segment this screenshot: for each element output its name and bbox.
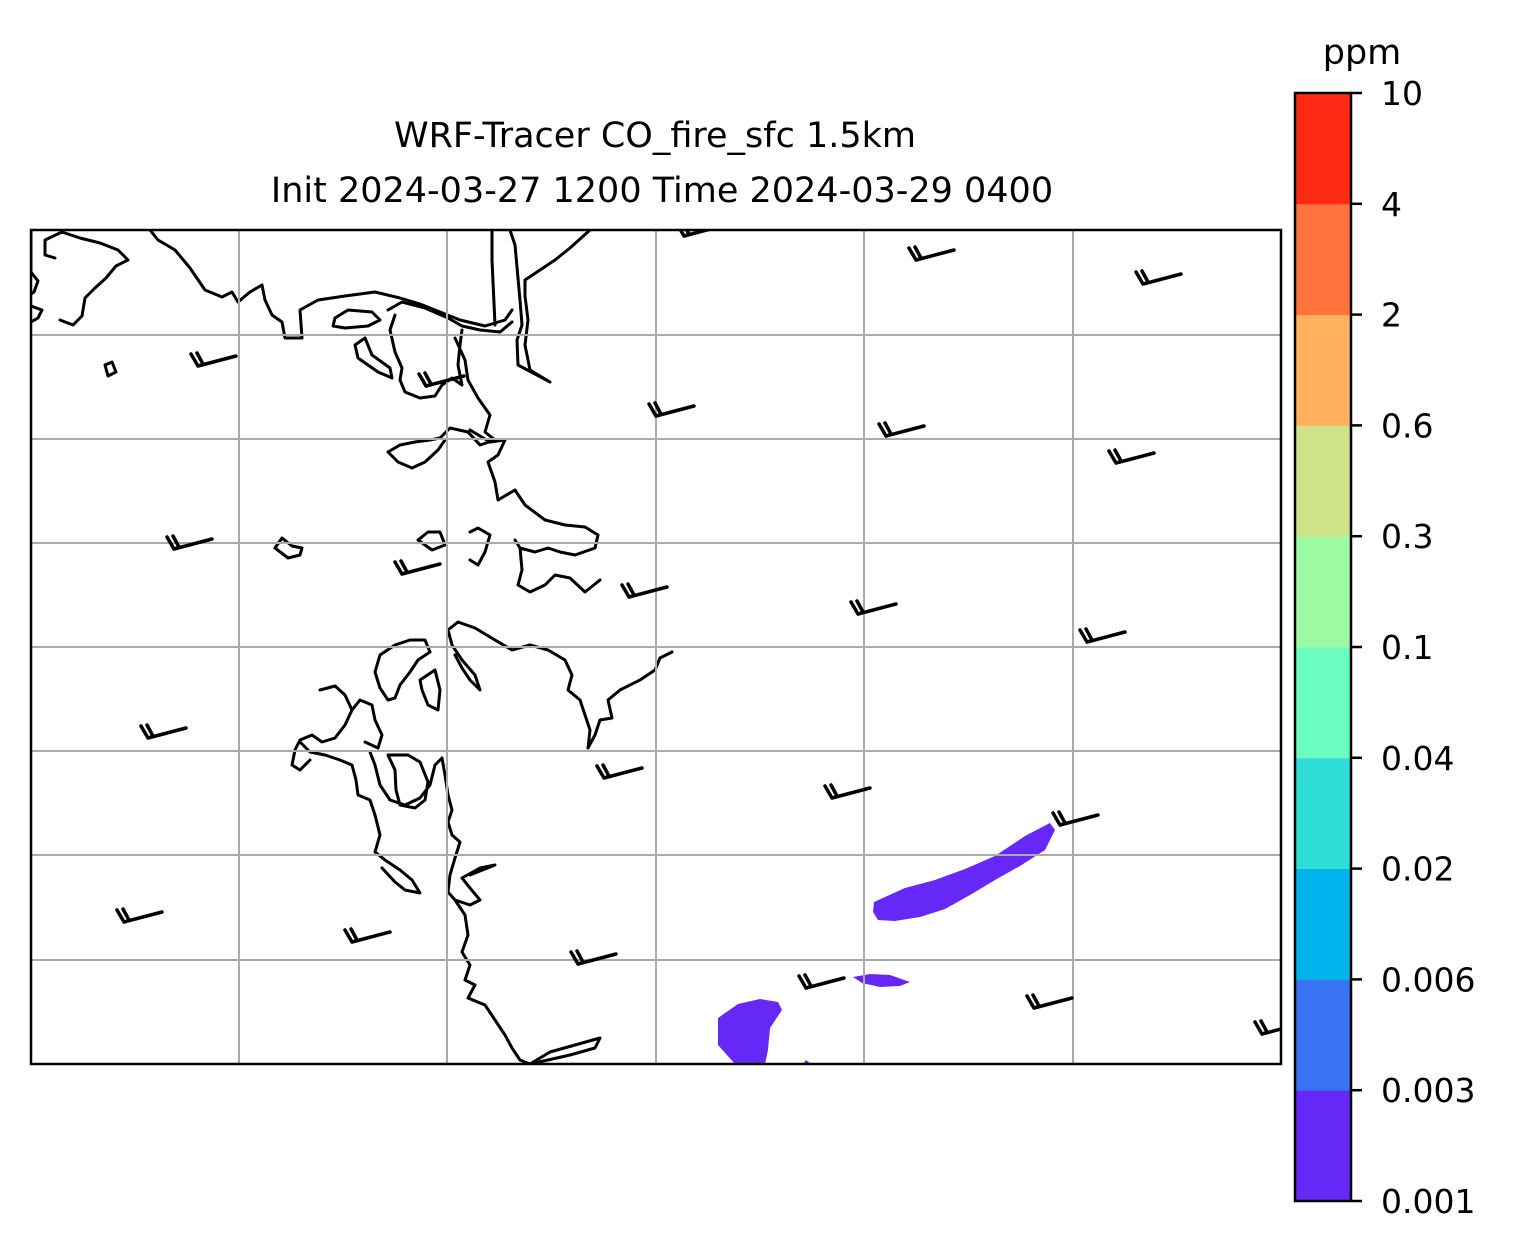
coastline-south — [298, 740, 602, 1064]
colorbar-tick-label: 0.003 — [1381, 1071, 1475, 1110]
colorbar-bin — [1295, 979, 1351, 1091]
colorbar-bin — [1295, 425, 1351, 537]
wind-barb — [1107, 448, 1156, 465]
wind-barb — [877, 421, 926, 438]
colorbar-bin — [1295, 314, 1351, 426]
gridlines — [31, 230, 1281, 1064]
colorbar-tick-label: 0.3 — [1381, 517, 1433, 556]
coastlines — [31, 230, 674, 1064]
wind-barb — [647, 401, 696, 418]
wind-barb — [1253, 1019, 1281, 1036]
wind-barb — [849, 599, 898, 616]
colorbar-tick-label: 0.02 — [1381, 850, 1454, 889]
wind-barb — [1078, 627, 1127, 644]
colorbar-tick-label: 2 — [1381, 296, 1402, 335]
colorbar-tick-label: 0.006 — [1381, 960, 1475, 999]
colorbar-tick-label: 0.1 — [1381, 628, 1433, 667]
wind-barb — [1025, 993, 1074, 1010]
title-line-2: Init 2024-03-27 1200 Time 2024-03-29 040… — [271, 171, 1053, 211]
colorbar-bins — [1295, 93, 1351, 1202]
colorbar-tick-label: 10 — [1381, 74, 1423, 113]
wind-barb — [115, 907, 164, 924]
map-frame — [29, 228, 1283, 1066]
wind-barb — [823, 783, 872, 800]
wind-barb — [1134, 269, 1183, 286]
wind-barb — [595, 763, 644, 780]
wind-barb — [417, 371, 466, 388]
plume-south — [718, 999, 782, 1064]
wind-barb — [1051, 810, 1100, 827]
wind-barb — [569, 949, 618, 966]
colorbar-bin — [1295, 647, 1351, 759]
colorbar-bin — [1295, 536, 1351, 648]
wind-barb — [393, 559, 442, 576]
map-panel — [29, 228, 1283, 1066]
colorbar-bin — [1295, 203, 1351, 316]
colorbar-bin — [1295, 1090, 1351, 1202]
colorbar-bin — [1295, 93, 1351, 205]
plume-east — [873, 823, 1055, 921]
colorbar-bin — [1295, 757, 1351, 870]
wind-barb — [620, 582, 669, 599]
colorbar-tick-label: 0.04 — [1381, 739, 1454, 778]
colorbar-tick-label: 0.6 — [1381, 406, 1433, 445]
colorbar: ppm 0.001 0.003 0.006 0.02 0.04 0.1 0.3 0.6 2 4 10 — [1293, 33, 1475, 1221]
colorbar-tick-label: 0.001 — [1381, 1182, 1475, 1221]
plume-middle — [853, 974, 910, 987]
colorbar-ticks: 0.001 0.003 0.006 0.02 0.04 0.1 0.3 0.6 2 4 10 — [1351, 74, 1475, 1221]
wind-barbs — [115, 230, 1281, 1036]
wind-barb — [907, 245, 956, 262]
colorbar-tick-label: 4 — [1381, 185, 1402, 224]
wind-barb — [343, 927, 392, 944]
wind-barb — [189, 351, 238, 368]
wind-barb — [165, 534, 214, 551]
title-line-1: WRF-Tracer CO_fire_sfc 1.5km — [394, 116, 916, 156]
wind-barb — [797, 973, 846, 990]
colorbar-unit: ppm — [1323, 33, 1402, 73]
colorbar-bin — [1295, 868, 1351, 980]
co-plume-contours — [718, 823, 1055, 1064]
coastline-bay-islands — [103, 300, 602, 594]
wind-barb — [139, 723, 188, 740]
